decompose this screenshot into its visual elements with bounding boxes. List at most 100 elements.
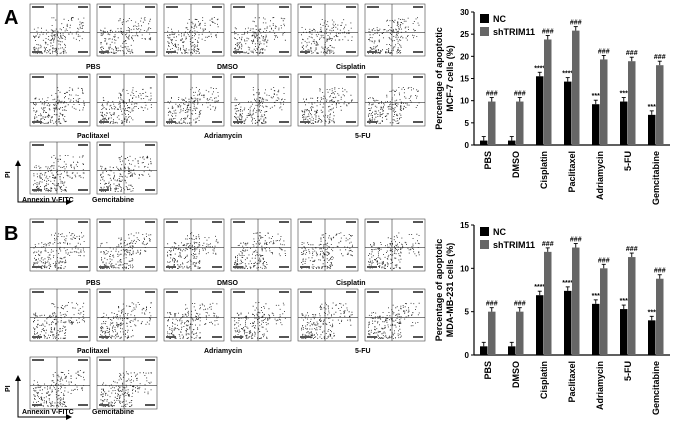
- flow-label-b-adriamycin: Adriamycin: [204, 348, 242, 355]
- bar-NC-Gemcitabine: [648, 320, 656, 355]
- flow-plot: [163, 288, 225, 342]
- bar-shTRIM11-Gemcitabine: [656, 278, 664, 355]
- panel-letter-b: B: [4, 223, 18, 245]
- flow-plot: [96, 288, 158, 342]
- legend-label: NC: [493, 227, 506, 237]
- bar-shTRIM11-Paclitaxel: [572, 30, 580, 145]
- legend-swatch: [480, 227, 489, 236]
- y-axis-label: Percentage of apoptotic: [434, 27, 444, 130]
- flow-plot: [230, 288, 292, 342]
- bar-NC-Adriamycin: [592, 104, 600, 145]
- significance-label: ###: [598, 48, 610, 55]
- flow-plot: [29, 73, 91, 127]
- significance-label: ###: [486, 301, 498, 308]
- legend-swatch: [480, 27, 489, 36]
- flow-plot: [29, 3, 91, 57]
- significance-label: ###: [626, 50, 638, 57]
- flow-plot: [29, 288, 91, 342]
- flow-plot: [364, 3, 426, 57]
- bar-NC-Cisplatin: [536, 76, 544, 145]
- bar-NC-5-FU: [620, 101, 628, 145]
- bar-chart-b: Percentage of apoptotic MDA-MB-231 cells …: [434, 221, 670, 415]
- significance-label: ###: [570, 237, 582, 244]
- y-tick-label: 15: [460, 75, 469, 84]
- x-tick-label: Adriamycin: [595, 361, 605, 410]
- bar-NC-Cisplatin: [536, 295, 544, 355]
- x-tick-label: Gemcitabine: [651, 361, 661, 415]
- flow-cytometry-panel-a: [15, 3, 426, 205]
- significance-label: ###: [542, 28, 554, 35]
- x-tick-label: PBS: [483, 151, 493, 170]
- flow-label-b-dmso: DMSO: [217, 280, 239, 287]
- y-tick-label: 25: [460, 30, 469, 39]
- flow-plot: [364, 218, 426, 272]
- bar-NC-5-FU: [620, 309, 628, 355]
- flow-label-a-gemcitabine: Gemcitabine: [92, 197, 134, 204]
- flow-label-a-5fu: 5-FU: [355, 133, 371, 140]
- x-tick-label: 5-FU: [623, 151, 633, 171]
- flow-label-a-pbs: PBS: [86, 64, 101, 71]
- y-tick-label: 15: [460, 221, 469, 230]
- axis-x-label-b: Annexin V-FITC: [22, 409, 74, 416]
- significance-label: ###: [542, 241, 554, 248]
- flow-label-b-gemcitabine: Gemcitabine: [92, 409, 134, 416]
- y-tick-label: 0: [465, 141, 470, 150]
- axis-x-label-a: Annexin V-FITC: [22, 197, 74, 204]
- significance-label: ***: [620, 91, 628, 98]
- bar-shTRIM11-Gemcitabine: [656, 65, 664, 145]
- y-tick-label: 30: [460, 8, 469, 17]
- flow-plot: [96, 218, 158, 272]
- y-axis-label: MDA-MB-231 cells (%): [445, 243, 455, 338]
- bar-NC-Adriamycin: [592, 303, 600, 355]
- x-tick-label: Paclitaxel: [567, 361, 577, 403]
- x-tick-label: PBS: [483, 361, 493, 380]
- flow-plot: [29, 356, 91, 410]
- bar-shTRIM11-DMSO: [516, 101, 524, 145]
- flow-label-a-adriamycin: Adriamycin: [204, 133, 242, 140]
- significance-label: ###: [514, 91, 526, 98]
- significance-label: ***: [620, 298, 628, 305]
- flow-plot: [29, 141, 91, 195]
- x-tick-label: Paclitaxel: [567, 151, 577, 193]
- flow-plot: [96, 73, 158, 127]
- x-tick-label: Cisplatin: [539, 151, 549, 189]
- flow-plot: [96, 3, 158, 57]
- y-tick-label: 0: [465, 351, 470, 360]
- bar-NC-PBS: [480, 140, 488, 145]
- bar-shTRIM11-5-FU: [628, 61, 636, 145]
- significance-label: ###: [514, 301, 526, 308]
- significance-label: ***: [648, 309, 656, 316]
- legend-label: shTRIM11: [493, 27, 535, 37]
- significance-label: ****: [534, 284, 545, 291]
- y-tick-label: 10: [460, 97, 469, 106]
- bar-shTRIM11-Cisplatin: [544, 39, 552, 146]
- x-tick-label: Gemcitabine: [651, 151, 661, 205]
- flow-plot: [230, 218, 292, 272]
- flow-plot: [96, 141, 158, 195]
- x-tick-label: Adriamycin: [595, 151, 605, 200]
- flow-plot: [163, 3, 225, 57]
- bar-NC-Paclitaxel: [564, 290, 572, 355]
- bar-shTRIM11-5-FU: [628, 257, 636, 355]
- bar-NC-DMSO: [508, 140, 516, 145]
- bar-shTRIM11-PBS: [488, 311, 496, 355]
- bar-NC-DMSO: [508, 346, 516, 355]
- y-axis-label: MCF-7 cells (%): [445, 45, 455, 112]
- flow-label-b-pbs: PBS: [86, 280, 101, 287]
- flow-plot: [297, 3, 359, 57]
- flow-label-b-paclitaxel: Paclitaxel: [77, 348, 109, 355]
- y-tick-label: 5: [465, 308, 470, 317]
- bar-NC-PBS: [480, 346, 488, 355]
- bar-shTRIM11-Paclitaxel: [572, 247, 580, 355]
- flow-plot: [96, 356, 158, 410]
- bar-shTRIM11-Adriamycin: [600, 59, 608, 145]
- bar-shTRIM11-PBS: [488, 101, 496, 145]
- significance-label: ###: [598, 257, 610, 264]
- axis-y-label-b: PI: [5, 385, 12, 392]
- bar-NC-Gemcitabine: [648, 114, 656, 145]
- significance-label: ###: [654, 54, 666, 61]
- legend-swatch: [480, 14, 489, 23]
- y-tick-label: 20: [460, 52, 469, 61]
- bar-shTRIM11-Cisplatin: [544, 251, 552, 355]
- y-axis-label: Percentage of apoptotic: [434, 239, 444, 342]
